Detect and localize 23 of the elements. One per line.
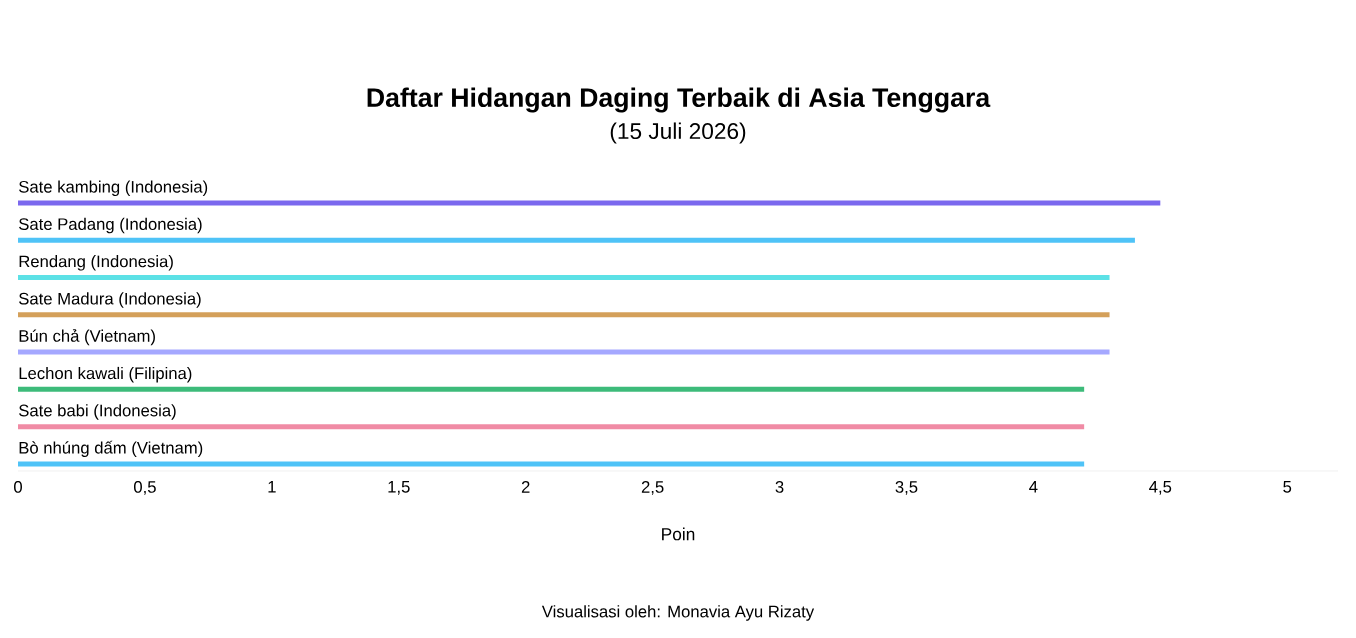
- x-tick-label: 1,5: [388, 481, 410, 495]
- y-tick-label: Sate kambing (Indonesia): [19, 180, 208, 197]
- x-tick-label: 3,5: [895, 481, 918, 495]
- y-tick-label: Sate babi (Indonesia): [19, 404, 176, 420]
- x-tick-label: 4: [1029, 481, 1038, 493]
- x-tick-label: 1: [268, 481, 276, 493]
- x-tick-label: 4,5: [1149, 481, 1172, 495]
- y-tick-label: Lechon kawali (Filipina): [19, 366, 192, 383]
- x-axis-title: Poin: [662, 527, 695, 541]
- x-tick-label: 0: [14, 481, 22, 493]
- y-tick-label: Sate Madura (Indonesia): [19, 292, 201, 308]
- x-tick-label: 3: [775, 481, 784, 493]
- y-tick-label: Bún chả (Vietnam): [19, 329, 155, 346]
- y-tick-label: Sate Padang (Indonesia): [19, 217, 202, 234]
- x-tick-label: 0,5: [134, 481, 156, 495]
- text: Visualisasi oleh: Monavia Ayu Rizaty: [541, 605, 815, 621]
- y-tick-label: Bò nhúng dấm (Vietnam): [19, 440, 203, 457]
- x-tick-label: 2: [521, 481, 530, 493]
- chart-title: Daftar Hidangan Daging Terbaik di Asia Tenggara: [367, 87, 991, 113]
- chart-subtitle: (15 Juli 2026): [610, 122, 746, 144]
- x-tick-label: 2,5: [641, 481, 664, 495]
- y-tick-label: Rendang (Indonesia): [19, 255, 173, 271]
- x-tick-label: 5: [1283, 481, 1292, 493]
